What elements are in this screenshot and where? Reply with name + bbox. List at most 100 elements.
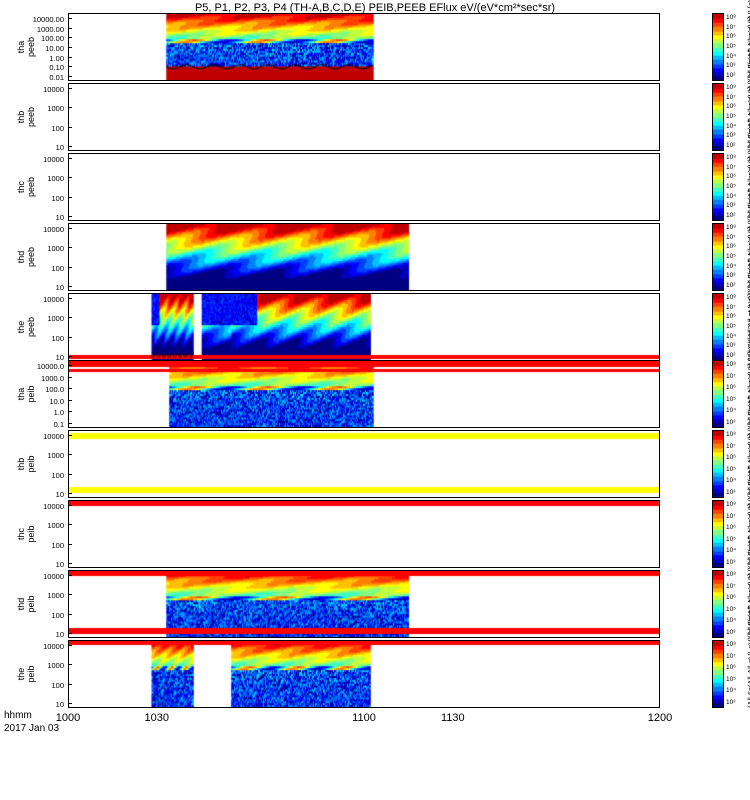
y-tick-the-peeb-2: 100 xyxy=(51,333,64,343)
y-tick-tha-peib-1: 1000.0 xyxy=(41,373,64,383)
colorbar-tick-the-peeb-6: 10² xyxy=(726,352,736,359)
colorbar-tick-thb-peeb-3: 10⁵ xyxy=(726,113,736,120)
colorbar-the-peib xyxy=(712,640,724,708)
y-tickmark xyxy=(68,399,72,401)
y-tickmark xyxy=(68,613,72,615)
plot-panel-the-peib xyxy=(68,640,660,708)
colorbar-tick-thb-peib-3: 10⁵ xyxy=(726,465,736,473)
colorbar-thd-peib xyxy=(712,570,724,638)
y-tick-thb-peib-3: 10 xyxy=(55,490,64,499)
colorbar-tick-thb-peeb-0: 10⁸ xyxy=(726,84,736,91)
colorbar-tick-tha-peeb-6: 10² xyxy=(726,72,736,79)
y-tick-the-peib-2: 100 xyxy=(51,680,64,690)
y-tick-the-peeb-0: 10000 xyxy=(43,295,64,304)
colorbar-tick-tha-peib-0: 10⁸ xyxy=(726,361,736,368)
y-tick-thd-peib-3: 10 xyxy=(55,630,64,639)
colorbar-tick-tha-peeb-0: 10⁸ xyxy=(726,14,736,21)
colorbar-tick-the-peeb-5: 10³ xyxy=(726,342,736,350)
plot-panel-tha-peib xyxy=(68,360,660,428)
colorbar-thd-peeb xyxy=(712,223,724,291)
y-tickmark xyxy=(68,66,72,68)
y-tickmark xyxy=(68,473,72,475)
y-tickmark xyxy=(68,356,72,357)
colorbar-tha-peeb xyxy=(712,13,724,81)
y-tickmark xyxy=(68,37,72,39)
x-tick-3: 1130 xyxy=(440,712,465,724)
y-tickmark xyxy=(68,543,72,545)
y-tick-thd-peeb-1: 1000 xyxy=(47,244,64,254)
y-tickmark xyxy=(68,376,72,378)
y-tickmark xyxy=(68,703,72,704)
spectrogram-thc-peib xyxy=(69,501,659,567)
y-tick-thc-peib-2: 100 xyxy=(51,540,64,550)
spectrogram-tha-peib xyxy=(69,361,659,427)
plot-panel-the-peeb xyxy=(68,293,660,361)
colorbar-the-peeb xyxy=(712,293,724,361)
colorbar-tick-tha-peib-2: 10⁶ xyxy=(726,384,736,392)
spectrogram-thb-peeb xyxy=(69,84,659,150)
colorbar-tick-thb-peeb-6: 10² xyxy=(726,142,736,149)
colorbar-tick-tha-peib-4: 10⁴ xyxy=(726,407,737,415)
y-tickmark xyxy=(68,27,72,29)
plot-panel-thd-peib xyxy=(68,570,660,638)
y-tickmark xyxy=(68,177,72,179)
date-label: 2017 Jan 03 xyxy=(4,723,60,734)
y-tickmark xyxy=(68,18,72,19)
colorbar-tick-the-peeb-4: 10⁴ xyxy=(726,332,737,340)
colorbar-tick-tha-peib-1: 10⁷ xyxy=(726,372,736,380)
colorbar-tha-peib xyxy=(712,360,724,428)
colorbar-tick-tha-peeb-4: 10⁴ xyxy=(726,52,737,60)
colorbar-tick-the-peeb-2: 10⁶ xyxy=(726,313,736,321)
plot-panel-thb-peeb xyxy=(68,83,660,151)
y-tickmark xyxy=(68,336,72,338)
colorbar-tick-thd-peib-1: 10⁷ xyxy=(726,582,736,590)
y-tick-thc-peib-0: 10000 xyxy=(43,502,64,511)
colorbar-tick-thd-peib-0: 10⁸ xyxy=(726,571,736,578)
y-tick-thb-peeb-0: 10000 xyxy=(43,85,64,94)
colorbar-tick-thc-peib-4: 10⁴ xyxy=(726,547,737,555)
x-tick-1: 1030 xyxy=(144,712,170,724)
colorbar-tick-tha-peeb-2: 10⁶ xyxy=(726,33,736,41)
colorbar-tick-the-peeb-0: 10⁸ xyxy=(726,294,736,301)
y-tick-thc-peib-1: 1000 xyxy=(47,521,64,531)
y-tickmark xyxy=(68,575,72,576)
plot-panel-thc-peeb xyxy=(68,153,660,221)
colorbar-tick-thb-peeb-2: 10⁶ xyxy=(726,103,736,111)
y-tickmark xyxy=(68,633,72,634)
y-tick-tha-peeb-1: 1000.00 xyxy=(36,24,64,34)
x-tick-0: 1000 xyxy=(55,712,81,724)
y-tick-thb-peib-1: 1000 xyxy=(47,451,64,461)
colorbar-tick-thd-peib-3: 10⁵ xyxy=(726,605,736,613)
colorbar-tick-thb-peib-5: 10³ xyxy=(726,489,736,496)
y-tick-thb-peib-2: 100 xyxy=(51,470,64,480)
y-tick-the-peeb-3: 10 xyxy=(55,353,64,362)
y-tickmark xyxy=(68,505,72,506)
y-tickmark xyxy=(68,146,72,147)
y-tick-thc-peeb-1: 1000 xyxy=(47,174,64,184)
colorbar-tick-thc-peeb-1: 10⁷ xyxy=(726,163,736,171)
y-tick-tha-peib-2: 100.0 xyxy=(45,385,64,395)
colorbar-tick-thc-peib-3: 10⁵ xyxy=(726,535,736,543)
y-tick-tha-peeb-5: 0.10 xyxy=(49,63,64,73)
y-tick-tha-peib-5: 0.1 xyxy=(53,420,64,429)
colorbar-tick-thd-peeb-1: 10⁷ xyxy=(726,233,736,241)
y-tick-tha-peeb-3: 10.00 xyxy=(45,44,64,53)
spectrogram-thb-peib xyxy=(69,431,659,497)
y-tick-tha-peeb-2: 100.00 xyxy=(41,34,64,44)
plot-panel-tha-peeb xyxy=(68,13,660,81)
colorbar-tick-thc-peeb-3: 10⁵ xyxy=(726,183,736,190)
colorbar-tick-thc-peeb-2: 10⁶ xyxy=(726,173,736,181)
y-tickmark xyxy=(68,247,72,249)
x-tick-4: 1200 xyxy=(647,712,673,724)
y-tick-tha-peib-4: 1.0 xyxy=(53,408,64,418)
spectrogram-thd-peeb xyxy=(69,224,659,290)
y-tickmark xyxy=(68,594,72,596)
x-axis-label: hhmm xyxy=(4,710,32,721)
colorbar-tick-the-peib-5: 10³ xyxy=(726,699,736,706)
colorbar-thb-peib xyxy=(712,430,724,498)
colorbar-thc-peeb xyxy=(712,153,724,221)
colorbar-tick-tha-peeb-1: 10⁷ xyxy=(726,23,736,31)
y-tickmark xyxy=(68,298,72,299)
colorbar-tick-tha-peib-5: 10³ xyxy=(726,419,736,426)
